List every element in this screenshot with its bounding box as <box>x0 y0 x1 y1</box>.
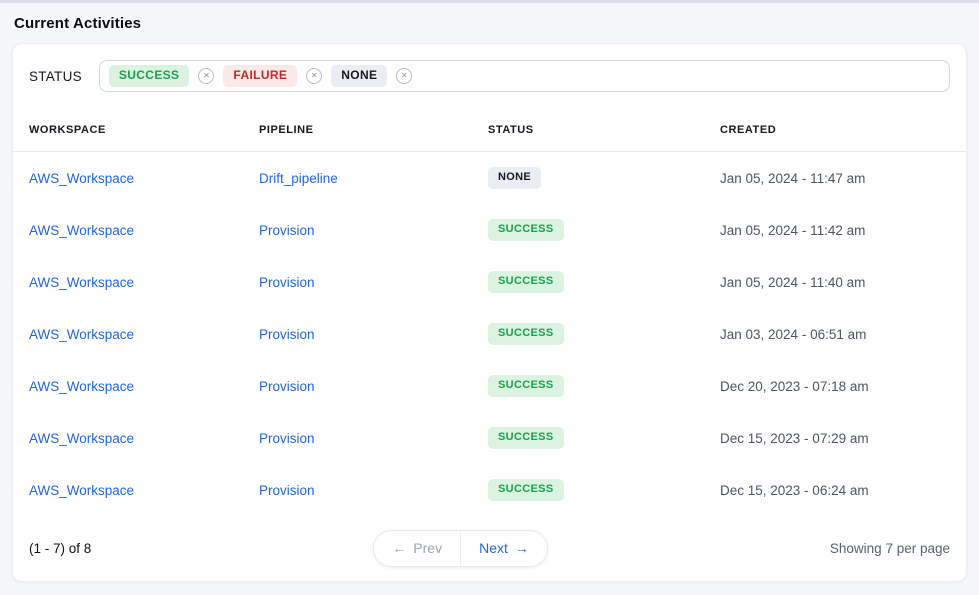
filter-tag-failure: FAILURE <box>223 65 298 87</box>
column-header-workspace: WORKSPACE <box>29 123 106 136</box>
workspace-link[interactable]: AWS_Workspace <box>29 378 135 394</box>
pipeline-link[interactable]: Provision <box>259 326 315 342</box>
pipeline-link[interactable]: Provision <box>259 274 315 290</box>
page-title: Current Activities <box>14 15 142 32</box>
arrow-right-icon: → <box>514 540 529 556</box>
created-date: Jan 05, 2024 - 11:47 am <box>720 170 866 186</box>
circle-x-icon: ✕ <box>203 71 210 80</box>
status-filter-label: STATUS <box>29 68 82 84</box>
table-row: AWS_Workspace Provision SUCCESS Jan 05, … <box>13 256 966 308</box>
pipeline-link[interactable]: Drift_pipeline <box>259 170 338 186</box>
column-header-status: STATUS <box>488 123 534 136</box>
table-row: AWS_Workspace Provision SUCCESS Dec 20, … <box>13 360 966 412</box>
remove-none-tag-button[interactable]: ✕ <box>396 68 413 84</box>
prev-label: Prev <box>413 540 443 556</box>
circle-x-icon: ✕ <box>401 71 408 80</box>
pipeline-link[interactable]: Provision <box>259 222 315 238</box>
pipeline-link[interactable]: Provision <box>259 482 315 498</box>
table-footer: (1 - 7) of 8 ← Prev Next → Showing 7 per… <box>13 516 966 581</box>
status-filter-row: STATUS SUCCESS ✕ FAILURE ✕ NONE ✕ <box>13 44 966 108</box>
arrow-left-icon: ← <box>392 540 407 556</box>
pager: ← Prev Next → <box>373 530 548 567</box>
workspace-link[interactable]: AWS_Workspace <box>29 430 135 446</box>
remove-failure-tag-button[interactable]: ✕ <box>306 68 323 84</box>
pipeline-link[interactable]: Provision <box>259 430 315 446</box>
filter-tag-success: SUCCESS <box>108 65 190 87</box>
table-header: WORKSPACE PIPELINE STATUS CREATED <box>13 108 966 152</box>
table-row: AWS_Workspace Drift_pipeline NONE Jan 05… <box>13 152 966 204</box>
activities-card: STATUS SUCCESS ✕ FAILURE ✕ NONE ✕ WORKSP… <box>12 43 967 582</box>
workspace-link[interactable]: AWS_Workspace <box>29 274 135 290</box>
column-header-pipeline: PIPELINE <box>259 123 314 136</box>
table-row: AWS_Workspace Provision SUCCESS Jan 05, … <box>13 204 966 256</box>
created-date: Jan 05, 2024 - 11:40 am <box>720 274 866 290</box>
filter-tag-none: NONE <box>331 65 388 87</box>
top-divider <box>0 0 979 3</box>
status-badge: SUCCESS <box>488 323 564 345</box>
workspace-link[interactable]: AWS_Workspace <box>29 326 135 342</box>
next-label: Next <box>479 540 508 556</box>
created-date: Dec 15, 2023 - 07:29 am <box>720 430 869 446</box>
circle-x-icon: ✕ <box>310 71 318 80</box>
status-badge: SUCCESS <box>488 375 564 397</box>
status-badge: SUCCESS <box>488 479 564 501</box>
created-date: Jan 03, 2024 - 06:51 am <box>720 326 867 342</box>
created-date: Dec 15, 2023 - 06:24 am <box>720 482 869 498</box>
workspace-link[interactable]: AWS_Workspace <box>29 482 135 498</box>
workspace-link[interactable]: AWS_Workspace <box>29 170 135 186</box>
next-button[interactable]: Next → <box>460 531 547 566</box>
pagination-range: (1 - 7) of 8 <box>29 540 92 556</box>
status-badge: SUCCESS <box>488 219 564 241</box>
per-page-text: Showing 7 per page <box>829 540 950 556</box>
status-filter-input[interactable]: SUCCESS ✕ FAILURE ✕ NONE ✕ <box>98 60 950 92</box>
table-row: AWS_Workspace Provision SUCCESS Dec 15, … <box>13 412 966 464</box>
column-header-created: CREATED <box>720 123 777 136</box>
prev-button[interactable]: ← Prev <box>374 531 461 566</box>
table-row: AWS_Workspace Provision SUCCESS Jan 03, … <box>13 308 966 360</box>
table-row: AWS_Workspace Provision SUCCESS Dec 15, … <box>13 464 966 516</box>
status-badge: SUCCESS <box>488 271 564 293</box>
pipeline-link[interactable]: Provision <box>259 378 315 394</box>
created-date: Dec 20, 2023 - 07:18 am <box>720 378 869 394</box>
page: Current Activities STATUS SUCCESS ✕ FAIL… <box>0 0 979 582</box>
created-date: Jan 05, 2024 - 11:42 am <box>720 222 866 238</box>
status-badge: NONE <box>488 167 542 189</box>
status-badge: SUCCESS <box>488 427 564 449</box>
remove-success-tag-button[interactable]: ✕ <box>198 68 215 84</box>
workspace-link[interactable]: AWS_Workspace <box>29 222 135 238</box>
